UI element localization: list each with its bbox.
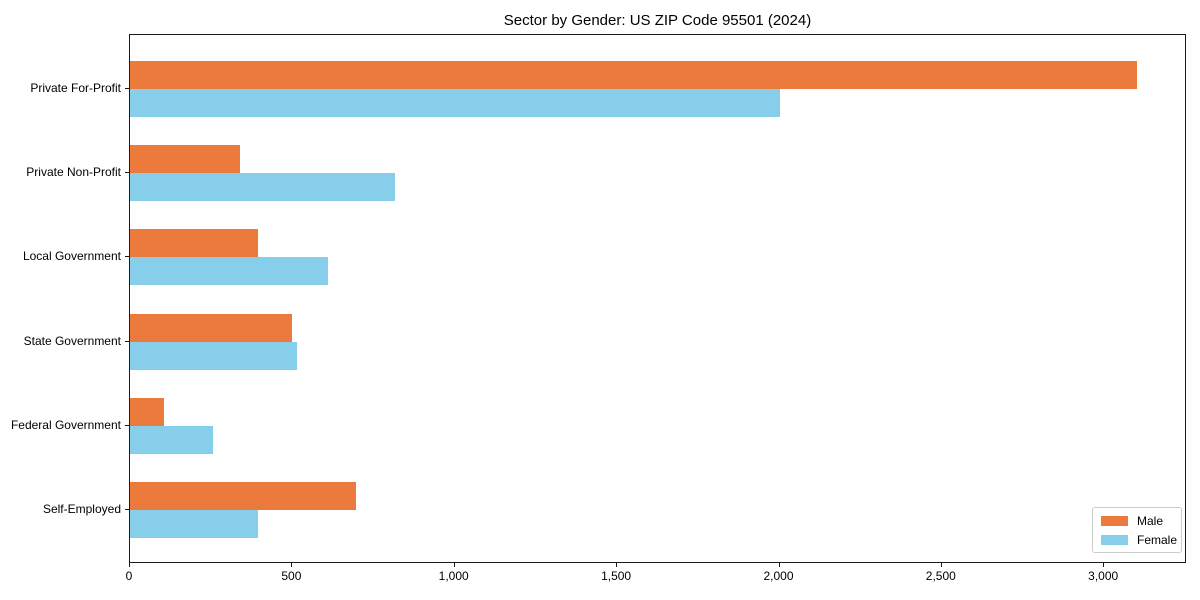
y-axis-tick [125,172,129,173]
bar-female-self-employed [130,510,259,538]
bar-male-self-employed [130,482,356,510]
bar-female-local-government [130,257,329,285]
legend-entry-male: Male [1101,514,1173,528]
bar-male-state-government [130,314,293,342]
x-axis-tick [453,563,455,567]
legend-label-male: Male [1137,514,1164,528]
x-axis-tick [940,563,942,567]
x-axis-tick-label: 0 [125,569,133,583]
chart-title: Sector by Gender: US ZIP Code 95501 (202… [503,12,812,29]
bar-female-federal-government [130,426,213,454]
y-axis-tick [125,88,129,89]
y-axis-label-local-government: Local Government [22,249,121,263]
y-axis-label-state-government: State Government [23,334,121,348]
x-axis-tick-label: 2,000 [763,569,794,583]
y-axis-tick [125,425,129,426]
y-axis-label-private-non-profit: Private Non-Profit [26,165,121,179]
y-axis-tick [125,509,129,510]
y-axis-tick [125,256,129,257]
x-axis-tick [778,563,780,567]
x-axis-tick-label: 3,000 [1088,569,1119,583]
bar-female-private-for-profit [130,89,780,117]
bar-female-state-government [130,342,298,370]
y-axis-label-self-employed: Self-Employed [42,502,121,516]
bar-male-federal-government [130,398,165,426]
legend-label-female: Female [1137,533,1178,547]
legend-swatch-female-icon [1101,535,1128,545]
x-axis-tick-label: 1,000 [438,569,469,583]
x-axis-tick [1103,563,1105,567]
x-axis-tick-label: 500 [281,569,302,583]
x-axis-tick-label: 2,500 [925,569,956,583]
legend-swatch-male-icon [1101,516,1128,526]
x-axis-tick [616,563,618,567]
legend-entry-female: Female [1101,533,1177,547]
plot-area [129,34,1186,563]
bar-female-private-non-profit [130,173,395,201]
bar-male-private-for-profit [130,61,1137,89]
legend: Male Female [1092,507,1182,553]
y-axis-label-federal-government: Federal Government [10,418,121,432]
x-axis-tick [291,563,293,567]
y-axis-label-private-for-profit: Private For-Profit [30,81,121,95]
y-axis-tick [125,341,129,342]
bar-male-private-non-profit [130,145,241,173]
x-axis-tick-label: 1,500 [601,569,632,583]
x-axis-tick [129,563,130,567]
bar-male-local-government [130,229,259,257]
